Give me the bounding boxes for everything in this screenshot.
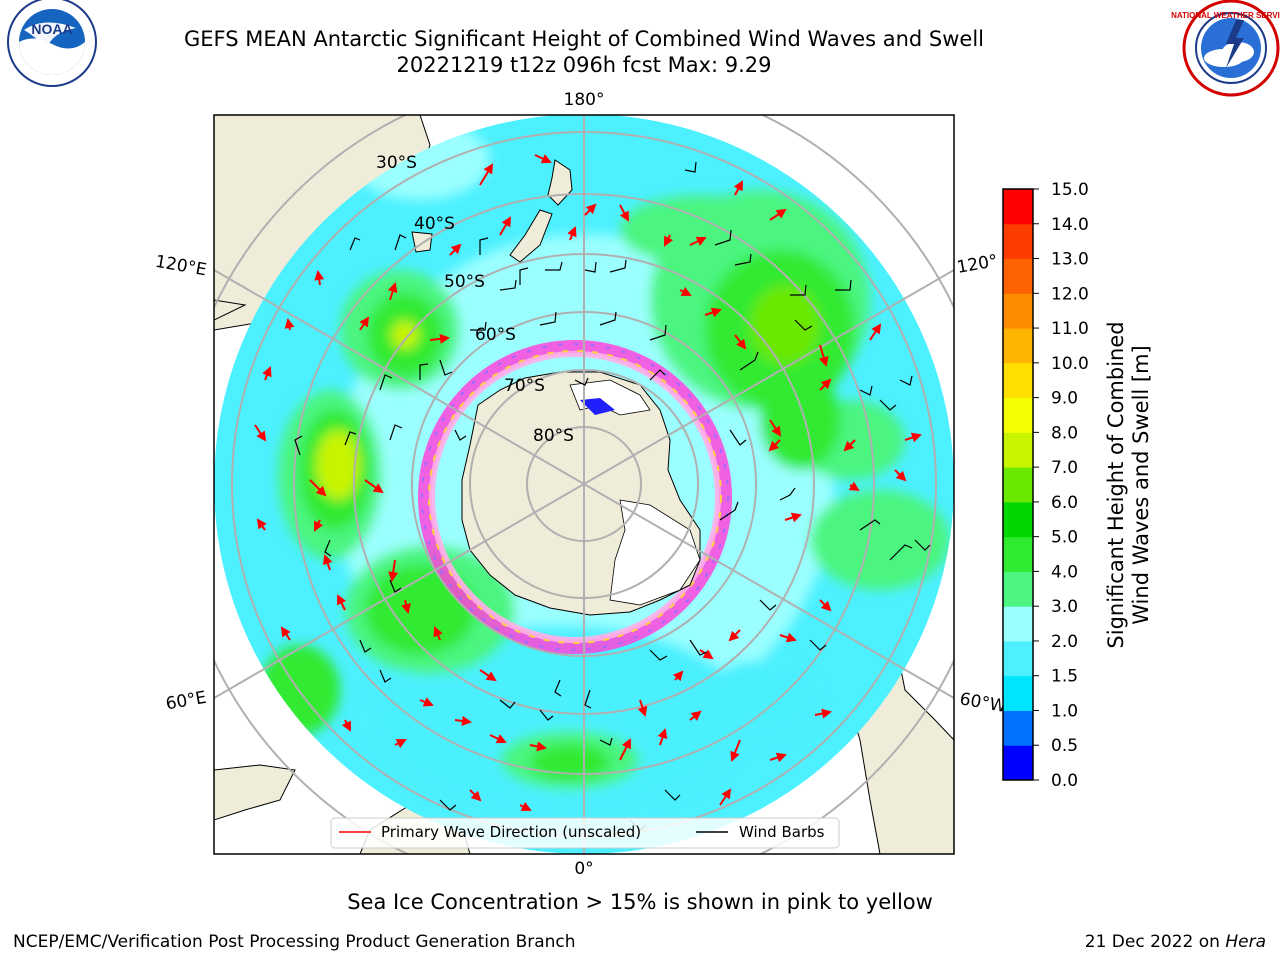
colorbar-label: Significant Height of Combined Wind Wave…: [1104, 321, 1153, 648]
colorbar-swatch: [1003, 675, 1033, 711]
colorbar-swatch: [1003, 397, 1033, 433]
colorbar-swatch: [1003, 328, 1033, 364]
legend-wave-direction: Primary Wave Direction (unscaled): [381, 823, 641, 841]
lat-label-70s: 70°S: [504, 376, 545, 396]
colorbar-tick-label: 15.0: [1051, 180, 1089, 200]
wind-barbs: [294, 161, 931, 831]
chart-title: GEFS MEAN Antarctic Significant Height o…: [183, 27, 985, 51]
wave-direction-arrows: [254, 154, 922, 811]
latitude-labels: 30°S 40°S 50°S 60°S 70°S 80°S: [376, 153, 574, 446]
lat-label-80s: 80°S: [533, 426, 574, 446]
colorbar-swatch: [1003, 536, 1033, 572]
lon-label-180: 180°: [564, 90, 605, 110]
colorbar-tick-label: 7.0: [1051, 458, 1078, 478]
colorbar-swatch: [1003, 710, 1033, 746]
noaa-logo: NOAA: [7, 0, 97, 87]
colorbar-label-line1: Significant Height of Combined: [1104, 321, 1128, 648]
colorbar-tick-label: 10.0: [1051, 354, 1089, 374]
colorbar-tick-label: 1.0: [1051, 701, 1078, 721]
colorbar-tick-label: 9.0: [1051, 389, 1078, 409]
chart-subtitle: 20221219 t12z 096h fcst Max: 9.29: [396, 53, 772, 77]
colorbar-tick-label: 8.0: [1051, 423, 1078, 443]
nws-logo-text: NATIONAL WEATHER SERVICE: [1171, 11, 1280, 20]
colorbar-swatch: [1003, 640, 1033, 677]
map-panel: Primary Wave Direction (unscaled) Wind B…: [214, 115, 954, 854]
colorbar-swatch: [1003, 258, 1033, 294]
lon-label-60e: 60°E: [164, 688, 208, 715]
colorbar-tick-label: 14.0: [1051, 215, 1089, 235]
colorbar-swatch: [1003, 432, 1033, 468]
lon-label-120e: 120°E: [154, 252, 208, 281]
footer-date-text: 21 Dec 2022 on: [1084, 932, 1220, 952]
colorbar-tick-label: 12.0: [1051, 284, 1089, 304]
footer-date: 21 Dec 2022 on Hera: [1085, 932, 1266, 952]
colorbar-tick-label: 5.0: [1051, 528, 1078, 548]
colorbar-tick-label: 0.0: [1051, 771, 1078, 791]
colorbar-tick-label: 11.0: [1051, 319, 1089, 339]
colorbar-tick-label: 13.0: [1051, 250, 1089, 270]
colorbar-swatch: [1003, 501, 1033, 538]
footer-machine: Hera: [1225, 932, 1266, 952]
lat-label-30s: 30°S: [376, 153, 417, 173]
colorbar-swatch: [1003, 362, 1033, 399]
colorbar-frame: [1002, 188, 1034, 781]
colorbar-swatch: [1003, 189, 1033, 225]
legend-wind-barbs: Wind Barbs: [739, 823, 825, 841]
colorbar-tick-label: 0.5: [1051, 736, 1078, 756]
graticule: [214, 115, 954, 854]
colorbar-tick-label: 3.0: [1051, 597, 1078, 617]
colorbar-swatch: [1003, 293, 1033, 329]
sea-ice-band: [418, 340, 732, 654]
sea-ice-note: Sea Ice Concentration > 15% is shown in …: [347, 890, 933, 914]
colorbar: 0.0 0.5 1.0 1.5 2.0 3.0 4.0 5.0 6.0 7.0 8.0 9.0 10.0…: [1003, 180, 1089, 791]
colorbar-tick-label: 4.0: [1051, 562, 1078, 582]
longitude-labels: 180° 120°E 120° 60°E 60°W 0°: [154, 90, 1008, 879]
lon-label-60w: 60°W: [958, 689, 1008, 717]
colorbar-swatch: [1003, 467, 1033, 503]
lon-label-120w: 120°: [955, 251, 999, 278]
lat-label-60s: 60°S: [475, 325, 516, 345]
footer-credit: NCEP/EMC/Verification Post Processing Pr…: [13, 932, 576, 952]
colorbar-tick-label: 2.0: [1051, 632, 1078, 652]
lat-label-50s: 50°S: [444, 272, 485, 292]
colorbar-tick-label: 6.0: [1051, 493, 1078, 513]
nws-logo: NATIONAL WEATHER SERVICE: [1171, 0, 1280, 97]
colorbar-tick-label: 1.5: [1051, 667, 1078, 687]
lat-label-40s: 40°S: [414, 214, 455, 234]
colorbar-swatch: [1003, 606, 1033, 642]
lon-label-0: 0°: [574, 859, 593, 879]
colorbar-swatch: [1003, 223, 1033, 260]
map-frame: [213, 114, 955, 855]
colorbar-swatch: [1003, 571, 1033, 607]
noaa-logo-text: NOAA: [31, 21, 72, 37]
new-zealand: [509, 159, 573, 263]
colorbar-swatch: [1003, 745, 1033, 781]
colorbar-label-line2: Wind Waves and Swell [m]: [1129, 345, 1153, 625]
legend: Primary Wave Direction (unscaled) Wind B…: [330, 817, 840, 849]
